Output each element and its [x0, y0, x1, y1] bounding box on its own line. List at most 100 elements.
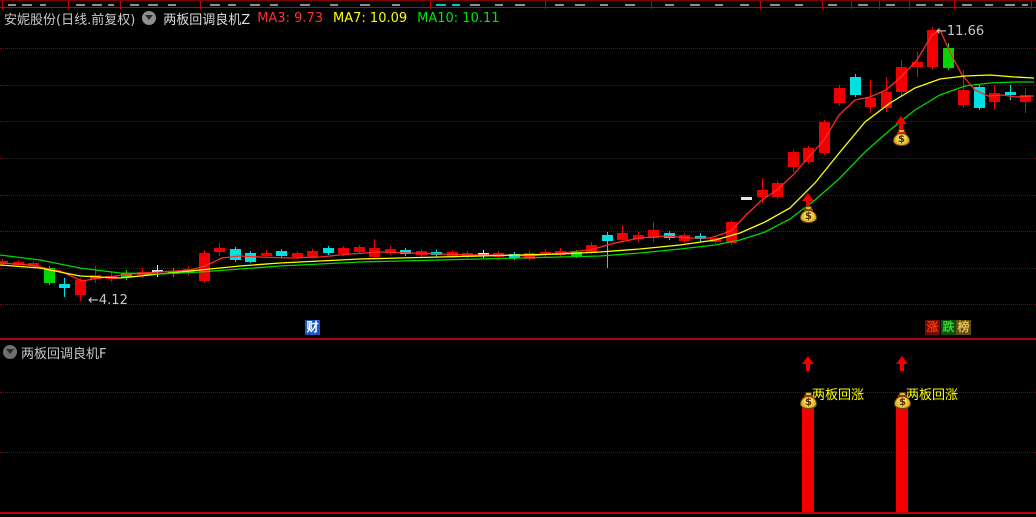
candle[interactable]	[137, 272, 148, 275]
candle[interactable]	[261, 253, 272, 256]
candle[interactable]	[354, 247, 365, 252]
toolbar-text-fragment	[8, 4, 16, 6]
toolbar-text-fragment	[22, 4, 32, 6]
candle[interactable]	[75, 280, 86, 295]
toolbar-text-fragment	[92, 4, 102, 6]
candle[interactable]	[121, 273, 132, 277]
ma-value: MA10: 10.11	[417, 10, 500, 26]
candle[interactable]	[292, 253, 303, 257]
toolbar-text-fragment	[770, 4, 780, 6]
toolbar-text-fragment	[130, 4, 139, 6]
candle[interactable]	[400, 250, 411, 254]
candle[interactable]	[958, 90, 969, 105]
candle[interactable]	[183, 269, 194, 273]
candle[interactable]	[586, 245, 597, 252]
ma-line-MA7	[0, 74, 1035, 279]
candle[interactable]	[44, 268, 55, 283]
candle[interactable]	[168, 271, 179, 274]
toolbar-separator	[879, 1, 880, 9]
candle[interactable]	[803, 148, 814, 162]
candle[interactable]	[881, 92, 892, 108]
candle[interactable]	[431, 252, 442, 255]
candle[interactable]	[1020, 95, 1031, 102]
candle[interactable]	[416, 251, 427, 255]
signal-text-label: 两板回涨	[906, 388, 959, 403]
candle[interactable]	[509, 254, 520, 258]
candle[interactable]	[106, 276, 117, 279]
candle[interactable]	[276, 251, 287, 256]
bag-dollar-sign: $	[805, 397, 812, 408]
candle[interactable]	[152, 270, 163, 272]
candle[interactable]	[788, 152, 799, 167]
candle[interactable]	[478, 253, 489, 255]
toolbar-text-fragment	[250, 4, 260, 6]
candle[interactable]	[338, 248, 349, 254]
candle[interactable]	[633, 235, 644, 239]
candle[interactable]	[385, 249, 396, 252]
candle[interactable]	[741, 197, 752, 200]
toolbar-text-fragment	[360, 4, 370, 6]
tab-finance[interactable]: 财	[305, 320, 320, 335]
candle[interactable]	[214, 248, 225, 252]
candle[interactable]	[602, 235, 613, 241]
candle[interactable]	[230, 249, 241, 260]
candle[interactable]	[555, 251, 566, 255]
tab-rank[interactable]: 榜	[956, 320, 971, 335]
candle[interactable]	[199, 253, 210, 281]
tab-rise[interactable]: 涨	[925, 320, 940, 335]
candle[interactable]	[989, 93, 1000, 102]
tab-fall[interactable]: 跌	[941, 320, 956, 335]
candle[interactable]	[571, 252, 582, 256]
toolbar-text-fragment	[436, 4, 446, 6]
toolbar-text-fragment	[625, 4, 635, 6]
high-price-label: ←11.66	[936, 24, 985, 39]
candle[interactable]	[617, 233, 628, 240]
candle[interactable]	[447, 252, 458, 256]
candle[interactable]	[896, 67, 907, 92]
candle[interactable]	[369, 248, 380, 257]
indicator-name-sub[interactable]: 两板回调良机F	[21, 346, 107, 362]
gridline	[0, 231, 1036, 232]
candle[interactable]	[90, 275, 101, 279]
candle[interactable]	[59, 284, 70, 288]
candle[interactable]	[307, 251, 318, 257]
candle[interactable]	[323, 248, 334, 253]
toolbar-separator	[1031, 1, 1032, 9]
candle[interactable]	[462, 253, 473, 256]
gridline	[0, 392, 1036, 393]
candle[interactable]	[726, 222, 737, 243]
candle[interactable]	[524, 253, 535, 259]
toolbar-text-fragment	[858, 4, 868, 6]
candle[interactable]	[664, 233, 675, 238]
candle[interactable]	[757, 190, 768, 197]
indicator-name-main[interactable]: 两板回调良机Z	[163, 12, 251, 28]
candle[interactable]	[819, 122, 830, 153]
chevron-down-icon[interactable]	[3, 345, 17, 359]
candle[interactable]	[850, 77, 861, 95]
candle[interactable]	[943, 48, 954, 68]
candle[interactable]	[540, 252, 551, 255]
chevron-down-icon[interactable]	[142, 11, 157, 25]
candle[interactable]	[710, 238, 721, 242]
gridline	[0, 195, 1036, 196]
candle[interactable]	[1005, 92, 1016, 95]
candle[interactable]	[648, 230, 659, 238]
clipped-toolbar-strip	[0, 0, 1036, 9]
candle[interactable]	[772, 183, 783, 197]
candle[interactable]	[28, 263, 39, 266]
money-bag-icon: $	[894, 392, 911, 409]
candle[interactable]	[679, 235, 690, 241]
arrow-head	[896, 356, 908, 364]
candle[interactable]	[865, 98, 876, 107]
candle[interactable]	[0, 261, 8, 264]
toolbar-text-fragment	[392, 4, 400, 6]
candle[interactable]	[834, 88, 845, 103]
candle[interactable]	[493, 253, 504, 257]
toolbar-separator	[822, 1, 823, 9]
candle[interactable]	[13, 262, 24, 265]
candle[interactable]	[974, 87, 985, 108]
candle[interactable]	[912, 62, 923, 67]
candle[interactable]	[695, 236, 706, 239]
candle[interactable]	[245, 253, 256, 262]
